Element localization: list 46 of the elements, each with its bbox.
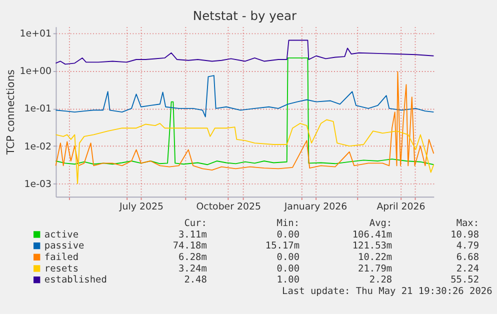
x-tick-label: October 2025 bbox=[196, 201, 262, 212]
text: 1.00 bbox=[276, 274, 300, 286]
legend-label: established bbox=[44, 274, 107, 286]
legend-label: resets bbox=[44, 263, 78, 274]
text: 3.11m bbox=[178, 229, 208, 240]
y-tick-label: 1e+00 bbox=[20, 66, 52, 78]
text: 10.22m bbox=[358, 252, 392, 263]
text: Last update: Thu May 21 19:30:26 2026 bbox=[282, 286, 493, 298]
legend-label: failed bbox=[44, 252, 78, 263]
legend-label: passive bbox=[44, 240, 84, 252]
legend-label: active bbox=[44, 229, 79, 240]
y-tick-label: 1e-01 bbox=[24, 104, 52, 115]
x-tick-label: July 2025 bbox=[118, 201, 164, 212]
line-series bbox=[55, 40, 434, 65]
text: 2.48 bbox=[184, 274, 208, 286]
chart-title: Netstat - by year bbox=[192, 8, 298, 23]
text: 21.79m bbox=[358, 263, 392, 274]
text: Avg: bbox=[369, 218, 392, 229]
y-tick-label: 1e-03 bbox=[24, 178, 52, 190]
text: 6.68 bbox=[456, 252, 480, 263]
text: 10.98 bbox=[450, 229, 480, 240]
text: 2.24 bbox=[456, 263, 480, 274]
text: 4.79 bbox=[456, 240, 480, 252]
text: Max: bbox=[456, 218, 480, 229]
text: 0.00 bbox=[276, 252, 300, 263]
y-tick-label: 1e-02 bbox=[24, 141, 52, 152]
text: 3.24m bbox=[178, 263, 208, 274]
text: 15.17m bbox=[265, 240, 300, 252]
y-axis-title: TCP connections bbox=[5, 70, 18, 156]
text: 2.28 bbox=[369, 274, 392, 286]
y-tick-label: 1e+01 bbox=[20, 28, 52, 40]
text: 0.00 bbox=[276, 263, 300, 274]
text: Cur: bbox=[184, 218, 207, 229]
x-tick-label: April 2026 bbox=[376, 201, 426, 212]
line-series bbox=[55, 71, 434, 171]
text: 6.28m bbox=[178, 252, 208, 263]
line-series bbox=[55, 75, 434, 118]
line-series bbox=[55, 119, 434, 184]
text: 0.00 bbox=[276, 229, 300, 240]
text: Min: bbox=[276, 218, 300, 229]
line-series bbox=[55, 57, 434, 166]
text: 106.41m bbox=[352, 229, 392, 240]
text: 55.52 bbox=[450, 274, 480, 286]
text: 74.18m bbox=[172, 240, 208, 252]
text: 121.53m bbox=[352, 240, 392, 252]
x-tick-label: January 2026 bbox=[283, 201, 348, 212]
